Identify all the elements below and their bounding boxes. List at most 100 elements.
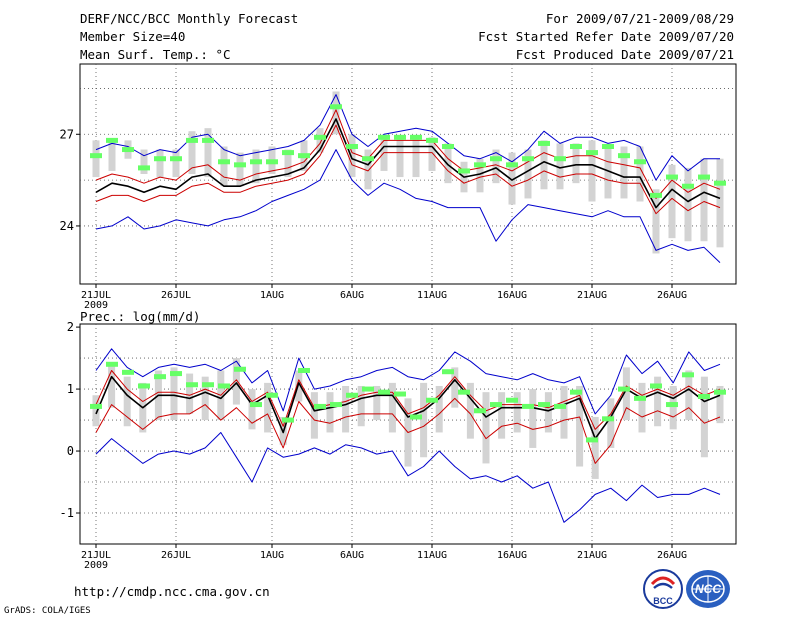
prec-box-25 xyxy=(482,392,490,464)
temp-box-31 xyxy=(588,140,596,202)
prec-marker-33 xyxy=(618,386,630,392)
prec-marker-39 xyxy=(714,389,726,395)
prec-box-14 xyxy=(310,392,318,439)
prec-marker-27 xyxy=(522,403,534,409)
produced-date: Fcst Produced Date 2009/07/21 xyxy=(515,47,734,62)
temp-xtick-label-4: 11AUG xyxy=(417,290,447,301)
temp-marker-22 xyxy=(442,144,454,149)
prec-title: Prec.: log(mm/d) xyxy=(80,309,200,324)
temp-xtick-label-0: 21JUL xyxy=(81,290,111,301)
temp-marker-35 xyxy=(650,192,662,198)
prec-marker-25 xyxy=(490,402,502,408)
temp-xtick-label-7: 26AUG xyxy=(657,290,687,301)
temp-box-36 xyxy=(668,164,676,239)
prec-box-1 xyxy=(108,364,116,408)
prec-xtick-label-1: 26JUL xyxy=(161,550,191,561)
prec-marker-20 xyxy=(410,414,422,420)
prec-marker-15 xyxy=(330,402,342,408)
temp-box-17 xyxy=(364,149,372,190)
temp-box-8 xyxy=(220,146,228,187)
temp-marker-1 xyxy=(106,137,118,143)
prec-marker-19 xyxy=(394,391,406,397)
temp-xtick-label-1: 26JUL xyxy=(161,290,191,301)
prec-marker-9 xyxy=(234,366,246,372)
temp-box-22 xyxy=(444,143,452,184)
temp-box-15 xyxy=(332,91,340,135)
started-refer-date: Fcst Started Refer Date 2009/07/20 xyxy=(478,29,734,44)
temp-box-35 xyxy=(652,189,660,254)
prec-marker-31 xyxy=(586,437,598,443)
prec-marker-36 xyxy=(666,402,678,408)
prec-box-2 xyxy=(123,376,131,427)
prec-marker-10 xyxy=(250,402,262,408)
prec-box-26 xyxy=(498,392,506,439)
prec-xtick-label-3: 6AUG xyxy=(340,550,364,561)
temp-marker-27 xyxy=(522,156,534,162)
temp-ytick-label-1: 27 xyxy=(60,127,74,141)
temp-plot-frame xyxy=(79,63,737,285)
temp-marker-31 xyxy=(586,150,598,156)
prec-marker-29 xyxy=(554,403,566,409)
member-size-label: Member Size=40 xyxy=(80,29,186,44)
prec-box-5 xyxy=(170,367,178,421)
temp-box-3 xyxy=(140,149,148,174)
temp-box-24 xyxy=(476,158,484,193)
prec-plot-frame xyxy=(79,323,737,545)
chart-title: DERF/NCC/BCC Monthly Forecast xyxy=(80,11,299,26)
footer-url[interactable]: http://cmdp.ncc.cma.gov.cn xyxy=(74,584,270,599)
temp-series-lower xyxy=(95,124,721,215)
prec-box-0 xyxy=(92,395,100,427)
prec-box-9 xyxy=(232,358,240,405)
temp-year-label: 2009 xyxy=(84,300,108,311)
prec-ytick-label-2: 1 xyxy=(67,382,74,396)
temp-box-12 xyxy=(284,149,292,178)
temp-marker-13 xyxy=(298,153,310,159)
temp-marker-33 xyxy=(618,153,630,159)
prec-year-label: 2009 xyxy=(84,560,108,571)
prec-box-10 xyxy=(248,389,256,430)
temp-marker-25 xyxy=(490,156,502,162)
temp-marker-34 xyxy=(634,159,646,165)
temp-box-16 xyxy=(348,134,356,178)
temp-marker-32 xyxy=(602,144,614,149)
temp-box-14 xyxy=(316,128,324,153)
temp-xtick-label-5: 16AUG xyxy=(497,290,527,301)
temp-marker-24 xyxy=(474,162,486,168)
temp-box-7 xyxy=(204,128,212,178)
ncc-logo-text: NCC xyxy=(695,582,721,596)
temp-series-mean xyxy=(95,118,721,209)
prec-marker-14 xyxy=(314,403,326,409)
prec-box-21 xyxy=(420,382,428,458)
prec-box-16 xyxy=(342,385,350,433)
prec-xtick-label-5: 16AUG xyxy=(497,550,527,561)
temp-marker-23 xyxy=(458,168,470,174)
prec-marker-34 xyxy=(634,395,646,401)
temp-marker-19 xyxy=(394,134,406,140)
temp-box-32 xyxy=(604,146,612,199)
temp-box-5 xyxy=(172,149,180,178)
prec-box-31 xyxy=(576,385,584,467)
prec-marker-18 xyxy=(378,389,390,395)
temp-box-10 xyxy=(252,149,260,184)
temp-marker-18 xyxy=(378,134,390,140)
temp-marker-28 xyxy=(538,140,550,146)
temp-box-19 xyxy=(396,137,404,178)
prec-box-13 xyxy=(295,370,303,402)
prec-box-17 xyxy=(357,385,365,427)
prec-marker-0 xyxy=(90,403,102,409)
prec-box-32 xyxy=(591,416,599,479)
prec-ytick-label-1: 0 xyxy=(67,444,74,458)
prec-marker-2 xyxy=(122,369,134,375)
temp-marker-5 xyxy=(170,156,182,162)
prec-marker-4 xyxy=(154,374,166,380)
temp-marker-38 xyxy=(698,174,710,180)
prec-marker-22 xyxy=(442,369,454,375)
temp-ytick-label-0: 24 xyxy=(60,219,74,233)
temp-box-30 xyxy=(572,143,580,184)
temp-box-20 xyxy=(412,137,420,178)
temp-box-21 xyxy=(428,137,436,171)
temp-marker-39 xyxy=(714,180,726,186)
temp-marker-16 xyxy=(346,144,358,149)
prec-xtick-label-2: 1AUG xyxy=(260,550,284,561)
